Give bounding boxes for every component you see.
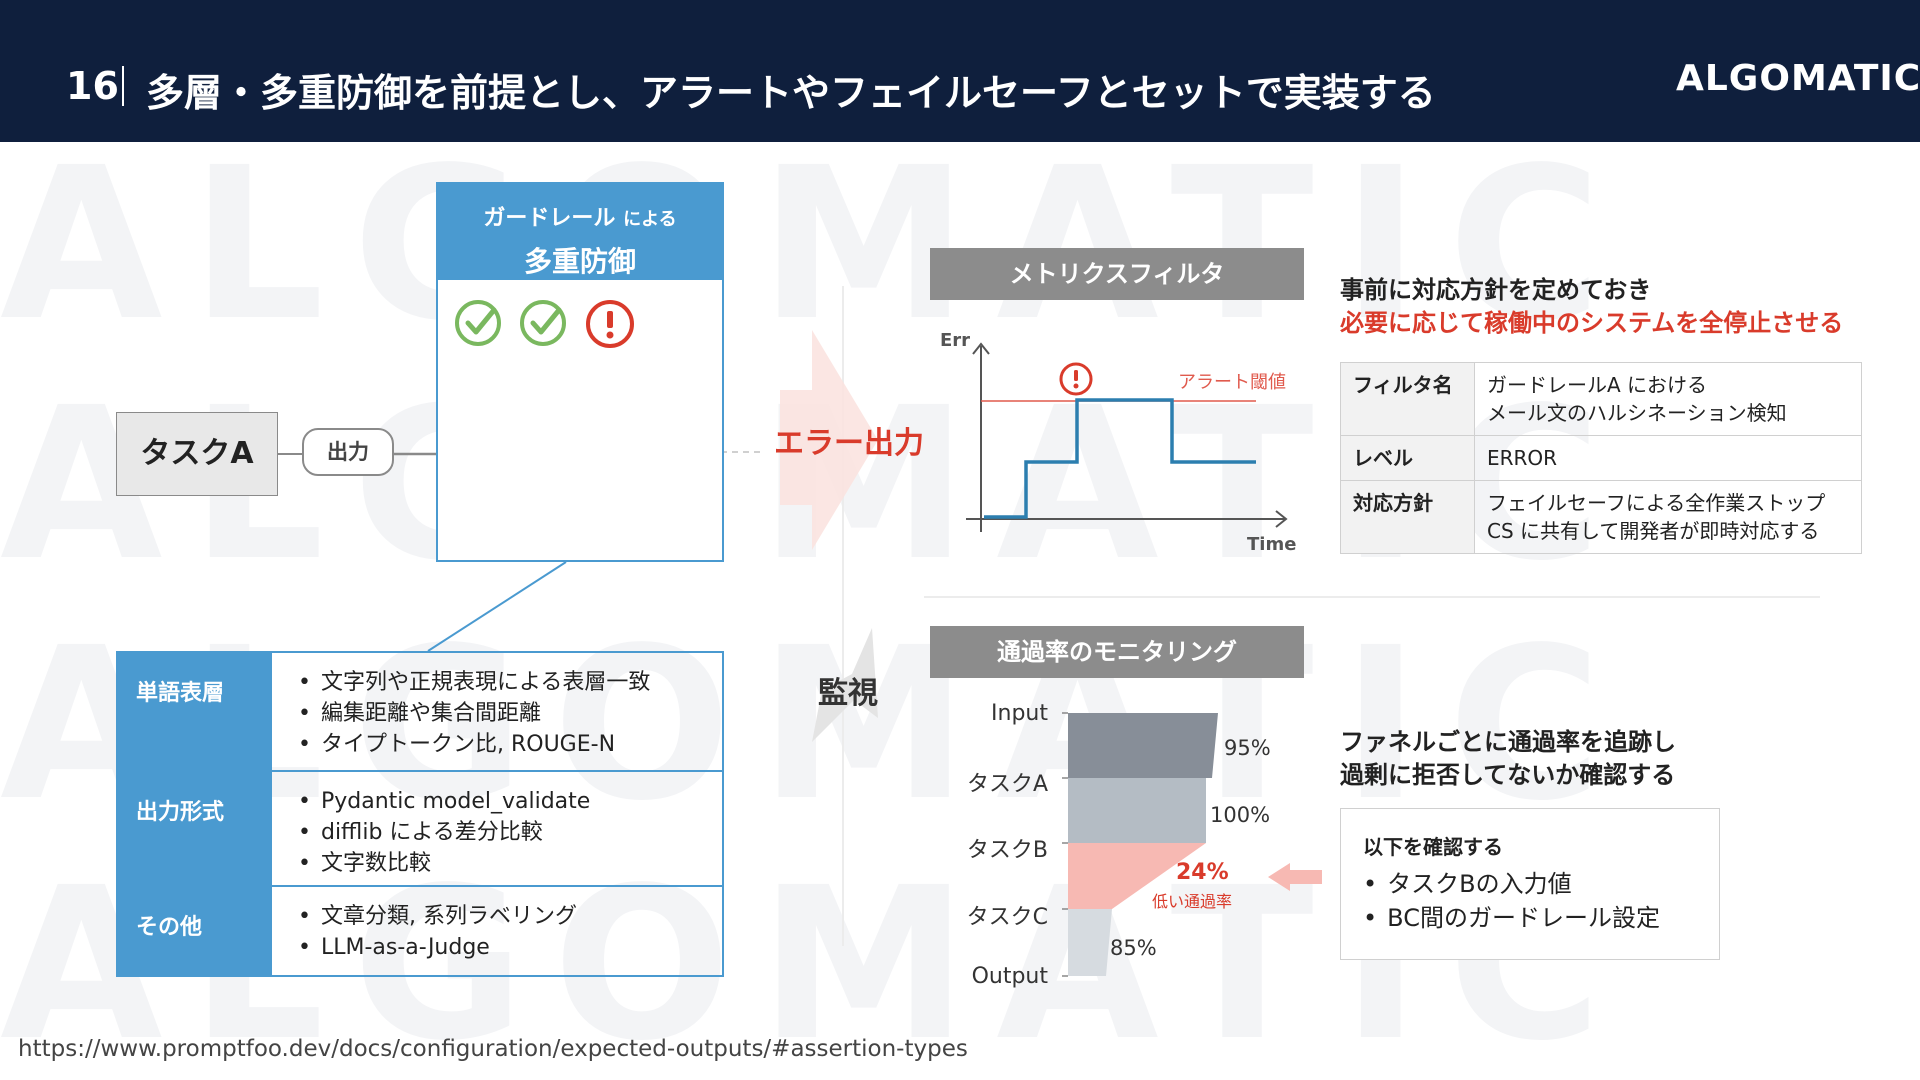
funnel-stage-task-b: [1068, 843, 1206, 909]
header-divider: [122, 66, 124, 106]
guardrail-box: ガードレール による 多重防御: [436, 182, 724, 562]
funnel-rate-label: 95%: [1224, 736, 1271, 760]
metrics-filter-heading: メトリクスフィルタ: [930, 248, 1304, 300]
list-item: タイプトークン比, ROUGE-N: [298, 729, 650, 760]
list-item: 文字数比較: [298, 848, 590, 879]
monitoring-label: 監視: [818, 676, 878, 711]
algomatic-logo: ALGOMATIC: [1676, 58, 1920, 99]
pass-rate-note-line: ファネルごとに通過率を追跡し: [1340, 728, 1676, 756]
methods-row: その他 文章分類, 系列ラベリング LLM-as-a-Judge: [118, 887, 722, 975]
metrics-x-arrow: [1275, 510, 1288, 528]
pass-rate-note-line: 過剰に拒否してないか確認する: [1340, 761, 1676, 789]
list-item: 編集距離や集合間距離: [298, 698, 650, 729]
methods-row-key: 出力形式: [118, 772, 272, 885]
methods-table: 単語表層 文字列や正規表現による表層一致 編集距離や集合間距離 タイプトークン比…: [116, 651, 724, 977]
methods-row-list: 文字列や正規表現による表層一致 編集距離や集合間距離 タイプトークン比, ROU…: [298, 667, 650, 760]
guardrail-heading: ガードレール による 多重防御: [438, 184, 722, 280]
monitor-arrow-shape: [812, 628, 878, 742]
table-value-line: ERROR: [1487, 446, 1558, 470]
check-arrow-shape: [1268, 863, 1322, 891]
methods-row-key: その他: [118, 887, 272, 975]
list-item: difflib による差分比較: [298, 817, 590, 848]
check-list-title: 以下を確認する: [1363, 835, 1503, 859]
list-item: Pydantic model_validate: [298, 786, 590, 817]
funnel-stage-label: Input: [991, 701, 1048, 726]
funnel-stage-label: Output: [971, 964, 1048, 989]
funnel-rate-label: 100%: [1210, 803, 1271, 827]
metrics-y-axis-label: Err: [940, 330, 971, 351]
task-a-box: タスクA: [116, 412, 278, 496]
funnel-stage-label: タスクC: [966, 905, 1048, 930]
slide-header: 16 多層・多重防御を前提とし、アラートやフェイルセーフとセットで実装する AL…: [0, 0, 1920, 142]
alert-threshold-label: アラート閾値: [1178, 372, 1286, 393]
table-row: レベル ERROR: [1340, 435, 1862, 481]
slide-title: 多層・多重防御を前提とし、アラートやフェイルセーフとセットで実装する: [146, 71, 1436, 115]
table-value: フェイルセーフによる全作業ストップ CS に共有して開発者が即時対応する: [1474, 480, 1862, 554]
methods-row: 出力形式 Pydantic model_validate difflib による…: [118, 772, 722, 887]
output-pill: 出力: [302, 428, 394, 476]
table-row: フィルタ名 ガードレールA における メール文のハルシネーション検知: [1340, 362, 1862, 436]
metrics-x-axis-label: Time: [1247, 534, 1297, 555]
table-value: ERROR: [1474, 435, 1862, 481]
table-key: フィルタ名: [1340, 362, 1475, 436]
check-circle-icon: [455, 300, 501, 346]
filter-info-table: フィルタ名 ガードレールA における メール文のハルシネーション検知 レベル E…: [1340, 362, 1862, 554]
metrics-note-line: 事前に対応方針を定めておき: [1340, 276, 1652, 304]
source-url: https://www.promptfoo.dev/docs/configura…: [18, 1036, 968, 1062]
guardrail-heading-small: による: [623, 209, 677, 230]
funnel-stage-input: [1068, 713, 1218, 778]
guardrail-heading-sub: 多重防御: [523, 245, 636, 278]
check-list-box: 以下を確認する タスクBの入力値 BC間のガードレール設定: [1340, 808, 1720, 960]
table-row: 対応方針 フェイルセーフによる全作業ストップ CS に共有して開発者が即時対応す…: [1340, 480, 1862, 554]
table-value-line: ガードレールA における: [1487, 373, 1708, 397]
list-item: タスクBの入力値: [1363, 867, 1660, 901]
check-list: タスクBの入力値 BC間のガードレール設定: [1363, 867, 1660, 935]
guardrail-heading-main: ガードレール: [483, 206, 616, 231]
methods-row-list: Pydantic model_validate difflib による差分比較 …: [298, 786, 590, 879]
list-item: LLM-as-a-Judge: [298, 932, 577, 963]
list-item: BC間のガードレール設定: [1363, 901, 1660, 935]
funnel-rate-low: 24%: [1176, 860, 1229, 885]
list-item: 文章分類, 系列ラベリング: [298, 901, 577, 932]
metrics-y-arrow: [972, 342, 990, 355]
error-output-label: エラー出力: [774, 426, 924, 461]
funnel-stage-label: タスクA: [966, 772, 1048, 797]
table-value-line: メール文のハルシネーション検知: [1487, 401, 1787, 425]
watermark-line: ALGOMATIC: [0, 140, 1630, 350]
metrics-note: 事前に対応方針を定めておき 必要に応じて稼働中のシステムを全停止させる: [1340, 274, 1843, 340]
methods-row-list: 文章分類, 系列ラベリング LLM-as-a-Judge: [298, 901, 577, 963]
horizontal-divider: [924, 596, 1820, 598]
error-rate-line: [984, 398, 1256, 519]
table-value: ガードレールA における メール文のハルシネーション検知: [1474, 362, 1862, 436]
pass-rate-note: ファネルごとに通過率を追跡し 過剰に拒否してないか確認する: [1340, 726, 1676, 792]
connector-line: [427, 561, 567, 652]
alert-circle-icon: [1059, 362, 1093, 396]
pass-rate-heading: 通過率のモニタリング: [930, 626, 1304, 678]
metrics-note-emphasis: 必要に応じて稼働中のシステムを全停止させる: [1340, 309, 1844, 337]
funnel-stage-task-a: [1068, 778, 1206, 843]
error-arrow-shape: [780, 330, 878, 550]
low-pass-rate-label: 低い通過率: [1152, 892, 1233, 911]
slide-number: 16: [66, 64, 119, 108]
table-value-line: フェイルセーフによる全作業ストップ: [1487, 491, 1826, 515]
funnel-stage-task-c: [1068, 909, 1112, 976]
vertical-divider: [842, 286, 844, 946]
methods-row-key: 単語表層: [118, 653, 272, 770]
funnel-stage-label: タスクB: [966, 838, 1048, 863]
table-key: 対応方針: [1340, 480, 1475, 554]
funnel-rate-label: 85%: [1110, 936, 1157, 960]
alert-circle-icon: [586, 300, 634, 348]
methods-row: 単語表層 文字列や正規表現による表層一致 編集距離や集合間距離 タイプトークン比…: [118, 653, 722, 772]
list-item: 文字列や正規表現による表層一致: [298, 667, 650, 698]
table-key: レベル: [1340, 435, 1475, 481]
check-circle-icon: [520, 300, 566, 346]
table-value-line: CS に共有して開発者が即時対応する: [1487, 519, 1820, 543]
